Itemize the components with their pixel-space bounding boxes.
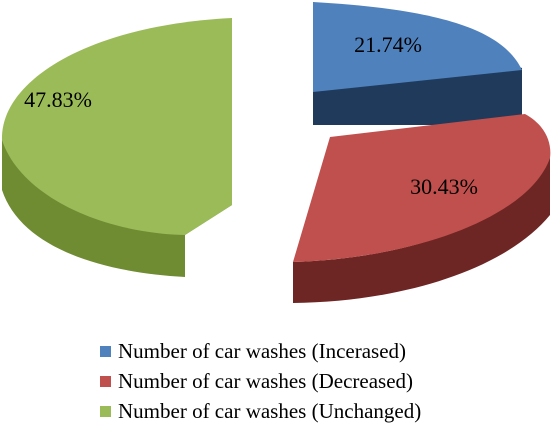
legend-item-decreased: Number of car washes (Decreased) [100,366,421,396]
legend-item-incerased: Number of car washes (Incerased) [100,336,421,366]
slice-label-incerased: 21.74% [354,32,422,57]
legend-swatch-unchanged [100,405,111,417]
slice-decreased-side [293,150,550,303]
slice-decreased-top [293,114,551,262]
legend-label-unchanged: Number of car washes (Unchanged) [118,398,422,423]
legend-label-decreased: Number of car washes (Decreased) [118,368,414,393]
chart-legend: Number of car washes (Incerased) Number … [100,336,421,426]
legend-label-incerased: Number of car washes (Incerased) [118,338,407,363]
slice-unchanged: 47.83% [1,18,232,277]
slice-label-unchanged: 47.83% [24,87,92,112]
legend-item-unchanged: Number of car washes (Unchanged) [100,396,421,426]
slice-incerased-top [313,2,522,92]
legend-swatch-incerased [100,345,111,357]
legend-swatch-decreased [100,375,111,387]
slice-incerased: 21.74% [313,2,522,125]
slice-label-decreased: 30.43% [410,174,478,199]
slice-decreased: 30.43% [293,114,551,303]
pie-chart: 21.74% 30.43% 47.83% [1,2,551,303]
slice-unchanged-top [1,18,232,235]
